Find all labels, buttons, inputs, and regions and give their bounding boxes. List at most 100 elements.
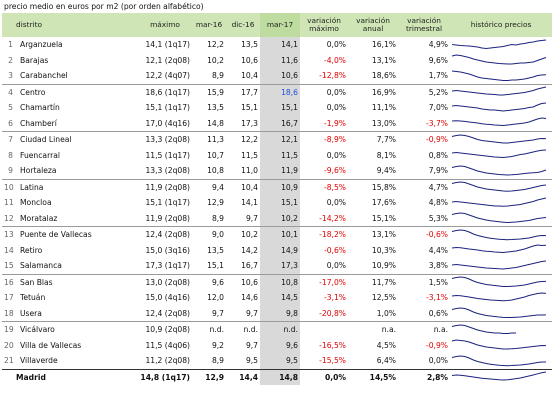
- district-row[interactable]: 15 Salamanca 17,3 (1q17) 15,1 16,7 17,3 0,0% 10…: [2, 258, 552, 274]
- variation-annual: 13,0%: [371, 118, 397, 128]
- variation-max: -3,1%: [323, 293, 347, 303]
- variation-annual: 12,5%: [371, 293, 397, 303]
- district-row[interactable]: 12 Moratalaz 11,9 (2q08) 8,9 9,7 10,2 -14,2% 15…: [2, 210, 552, 227]
- row-index: 14: [4, 245, 14, 255]
- variation-quarterly: 5,2%: [398, 83, 451, 100]
- price-mar17: 12,1: [260, 131, 301, 148]
- price-dic16: 14,4: [226, 368, 261, 385]
- header-historico-precios: histórico precios: [450, 13, 553, 37]
- header-mar16[interactable]: mar-16: [192, 13, 227, 37]
- district-row[interactable]: 21 Villaverde 11,2 (2q08) 8,9 9,5 9,5 -15,5% 6,…: [2, 353, 552, 369]
- variation-max: 0,0%: [326, 40, 347, 50]
- price-mar16: 13,5: [207, 103, 225, 113]
- district-row[interactable]: 6 Chamberí 17,0 (4q16) 14,8 17,3 16,7 -1,9% 13,…: [2, 115, 552, 132]
- district-row[interactable]: 9 Hortaleza 13,3 (2q08) 10,8 11,0 11,9 -9,6% 9,…: [2, 163, 552, 179]
- district-name: Vicálvaro: [18, 321, 139, 338]
- price-dic16: 15,1: [241, 103, 259, 113]
- row-index: 13: [2, 226, 18, 243]
- variation-annual: 15,8%: [348, 178, 399, 195]
- sparkline-line: [451, 197, 547, 207]
- district-row[interactable]: 19 Vicálvaro 10,9 (2q08) n.d. n.d. n.d. n.a. n.…: [2, 321, 553, 338]
- sparkline-cell: [450, 290, 552, 306]
- variation-max: 0,0%: [326, 103, 347, 113]
- price-mar16: 12,9: [192, 368, 227, 385]
- price-mar16: 13,5: [207, 245, 225, 255]
- district-row[interactable]: 7 Ciudad Lineal 13,3 (2q08) 11,3 12,2 12,1 -8,…: [2, 131, 553, 148]
- district-row[interactable]: 10 Latina 11,9 (2q08) 9,4 10,4 10,9 -8,5% 15,8%…: [2, 178, 553, 195]
- district-row[interactable]: 14 Retiro 15,0 (3q16) 13,5 14,2 14,9 -0,6% 10,3…: [2, 242, 552, 259]
- variation-annual: 11,1%: [371, 103, 397, 113]
- max-price: 15,0 (4q16): [145, 293, 191, 303]
- header-maximo[interactable]: máximo: [138, 13, 193, 37]
- header-variacion-anual[interactable]: variación anual: [348, 13, 399, 37]
- header-variacion-maximo[interactable]: variación máximo: [300, 13, 349, 37]
- district-name: Villa de Vallecas: [20, 340, 82, 350]
- header-variacion-trimestral[interactable]: variación trimestral: [398, 13, 451, 37]
- price-mar16: 15,9: [192, 83, 227, 100]
- row-index: 11: [4, 198, 14, 208]
- district-name: Latina: [18, 178, 139, 195]
- price-mar16: 10,8: [207, 166, 225, 176]
- price-dic16: 9,7: [245, 213, 259, 223]
- header-distrito[interactable]: distrito: [2, 13, 139, 37]
- district-row[interactable]: 20 Villa de Vallecas 11,5 (4q06) 9,2 9,7 9,6 -…: [2, 337, 552, 354]
- sparkline-cell: [450, 338, 552, 354]
- price-history-sparkline: [451, 339, 547, 350]
- district-name: Moratalaz: [20, 213, 58, 223]
- district-name: Centro: [18, 83, 139, 100]
- district-name: Moncloa: [20, 198, 52, 208]
- max-price: 15,1 (1q17): [145, 103, 191, 113]
- price-dic16: 11,0: [241, 166, 259, 176]
- price-history-sparkline: [451, 324, 517, 334]
- district-row[interactable]: 18 Usera 12,4 (2q08) 9,7 9,7 9,8 -20,8% 1,0% 0,6…: [2, 305, 552, 322]
- district-row[interactable]: 5 Chamartín 15,1 (1q17) 13,5 15,1 15,1 0,0% 11,…: [2, 100, 552, 116]
- district-row[interactable]: 13 Puente de Vallecas 12,4 (2q08) 9,0 10,2 10…: [2, 226, 553, 243]
- price-dic16: 10,6: [241, 55, 259, 65]
- price-dic16: 9,7: [245, 308, 259, 318]
- variation-annual: 1,0%: [376, 308, 397, 318]
- sparkline-cell: [450, 353, 552, 369]
- price-history-sparkline: [451, 229, 547, 240]
- price-dic16: 9,5: [245, 356, 259, 366]
- variation-quarterly: -0,9%: [425, 340, 449, 350]
- variation-max: -8,5%: [300, 178, 349, 195]
- price-mar17: n.d.: [260, 321, 301, 338]
- district-row[interactable]: 17 Tetuán 15,0 (4q16) 12,0 14,6 14,5 -3,1% 12,5…: [2, 290, 552, 306]
- price-table: distrito máximo mar-16 dic-16 mar-17 var…: [2, 13, 553, 385]
- price-mar17: 14,1: [260, 37, 301, 53]
- district-row[interactable]: 4 Centro 18,6 (1q17) 15,9 17,7 18,6 0,0% 16,9% 5…: [2, 83, 553, 100]
- sparkline-line: [451, 70, 547, 81]
- variation-annual: 11,7%: [348, 273, 399, 290]
- district-name: San Blas: [18, 273, 139, 290]
- sparkline-line: [451, 165, 547, 176]
- district-row[interactable]: 16 San Blas 13,0 (2q08) 9,6 10,6 10,8 -17,0% 11…: [2, 273, 553, 290]
- max-price: 14,8 (1q17): [138, 368, 193, 385]
- price-history-sparkline: [451, 292, 547, 302]
- header-mar17[interactable]: mar-17: [260, 13, 301, 37]
- row-index: 1: [8, 40, 13, 50]
- sparkline-cell: [450, 100, 552, 116]
- sparkline-line: [451, 102, 547, 112]
- district-name: Villaverde: [20, 356, 58, 366]
- district-row[interactable]: 2 Barajas 12,1 (2q08) 10,2 10,6 11,6 -4,0% 13,1…: [2, 52, 552, 68]
- max-price: 10,9 (2q08): [138, 321, 193, 338]
- district-name: Usera: [20, 308, 42, 318]
- price-history-sparkline: [451, 197, 547, 207]
- price-mar17: 15,1: [260, 100, 301, 116]
- total-row[interactable]: Madrid 14,8 (1q17) 12,9 14,4 14,8 0,0% 14,5% 2,…: [2, 368, 553, 385]
- max-price: 12,4 (2q08): [145, 308, 191, 318]
- variation-annual: 16,9%: [348, 83, 399, 100]
- sparkline-line: [451, 244, 547, 254]
- sparkline-line: [451, 54, 547, 65]
- district-row[interactable]: 8 Fuencarral 11,5 (1q17) 10,7 11,5 11,5 0,0% 8,…: [2, 147, 552, 163]
- price-history-sparkline: [451, 212, 547, 224]
- district-row[interactable]: 11 Moncloa 15,1 (1q17) 12,9 14,1 15,1 0,0% 17,6…: [2, 195, 552, 211]
- variation-quarterly: n.a.: [398, 321, 451, 338]
- sparkline-cell: [450, 243, 552, 259]
- header-dic16[interactable]: dic-16: [226, 13, 261, 37]
- district-row[interactable]: 3 Carabanchel 12,2 (4q07) 8,9 10,4 10,6 -12,8%…: [2, 68, 552, 84]
- district-row[interactable]: 1 Arganzuela 14,1 (1q17) 12,2 13,5 14,1 0,0% 16…: [2, 37, 552, 53]
- sparkline-cell: [450, 368, 553, 385]
- price-mar16: 14,8: [207, 118, 225, 128]
- variation-max: -4,0%: [323, 55, 347, 65]
